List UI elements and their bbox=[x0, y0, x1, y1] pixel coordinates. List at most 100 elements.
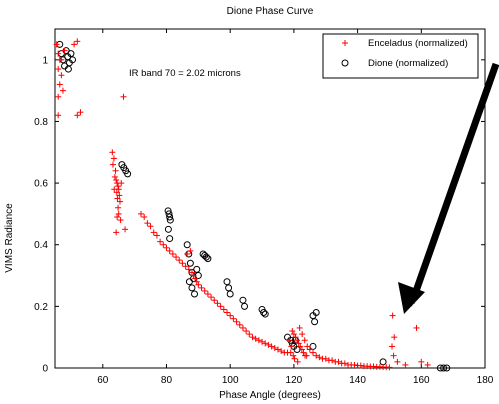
enceladus-point bbox=[294, 337, 301, 344]
arrow-shaft bbox=[411, 62, 499, 296]
enceladus-point bbox=[300, 349, 307, 356]
enceladus-point bbox=[110, 155, 117, 162]
y-tick-label: 1 bbox=[42, 55, 48, 66]
enceladus-point bbox=[195, 281, 202, 288]
enceladus-point bbox=[153, 232, 160, 239]
data-points bbox=[53, 38, 451, 372]
enceladus-point bbox=[310, 349, 316, 356]
enceladus-point bbox=[114, 213, 121, 220]
enceladus-point bbox=[61, 47, 68, 54]
dione-point bbox=[186, 259, 194, 267]
dione-point bbox=[67, 50, 75, 58]
enceladus-point bbox=[298, 346, 305, 353]
enceladus-point bbox=[141, 213, 148, 220]
enceladus-point bbox=[184, 250, 191, 257]
legend-marker-enceladus bbox=[342, 40, 348, 46]
enceladus-point bbox=[204, 291, 211, 298]
enceladus-point bbox=[246, 331, 253, 338]
band-annotation: IR band 70 = 2.02 microns bbox=[129, 68, 241, 79]
enceladus-point bbox=[117, 217, 124, 224]
enceladus-point bbox=[77, 109, 84, 116]
dione-point bbox=[312, 309, 320, 317]
enceladus-point bbox=[390, 352, 397, 359]
enceladus-point bbox=[297, 343, 304, 350]
enceladus-point bbox=[386, 364, 393, 371]
enceladus-point bbox=[262, 340, 269, 347]
dione-point bbox=[185, 278, 193, 286]
y-tick-label: 0.4 bbox=[34, 240, 48, 251]
enceladus-point bbox=[351, 361, 358, 368]
enceladus-point bbox=[53, 41, 60, 48]
enceladus-point bbox=[55, 112, 62, 119]
enceladus-point bbox=[56, 81, 63, 88]
enceladus-point bbox=[166, 247, 173, 254]
enceladus-point bbox=[109, 161, 116, 168]
enceladus-point bbox=[341, 360, 348, 367]
enceladus-point bbox=[179, 260, 186, 267]
dione-point bbox=[311, 318, 319, 326]
dione-point bbox=[204, 255, 212, 263]
enceladus-point bbox=[217, 303, 224, 310]
x-tick-label: 180 bbox=[477, 375, 494, 386]
dione-point bbox=[191, 290, 199, 298]
enceladus-point bbox=[303, 352, 310, 359]
dione-point bbox=[164, 225, 172, 233]
enceladus-point bbox=[113, 189, 120, 196]
enceladus-point bbox=[58, 56, 65, 63]
x-axis-label: Phase Angle (degrees) bbox=[219, 390, 321, 401]
x-tick-label: 100 bbox=[222, 375, 239, 386]
enceladus-point bbox=[289, 328, 296, 335]
enceladus-point bbox=[114, 195, 121, 202]
enceladus-point bbox=[249, 334, 256, 341]
enceladus-point bbox=[193, 278, 200, 285]
enceladus-point bbox=[55, 66, 62, 73]
enceladus-point bbox=[291, 355, 298, 362]
enceladus-point bbox=[316, 354, 323, 361]
enceladus-point bbox=[301, 337, 308, 344]
plot-frame bbox=[54, 28, 486, 369]
enceladus-point bbox=[413, 324, 420, 331]
enceladus-point bbox=[271, 344, 278, 351]
enceladus-point bbox=[188, 269, 195, 276]
enceladus-point bbox=[418, 358, 425, 365]
enceladus-point bbox=[55, 93, 62, 100]
enceladus-point bbox=[111, 186, 118, 193]
enceladus-point bbox=[292, 334, 299, 341]
dione-point bbox=[64, 65, 72, 73]
enceladus-point bbox=[118, 180, 125, 187]
dione-point bbox=[260, 309, 268, 317]
enceladus-point bbox=[313, 352, 320, 359]
enceladus-point bbox=[424, 361, 431, 368]
dione-point bbox=[166, 235, 174, 243]
enceladus-point bbox=[296, 324, 303, 331]
enceladus-point bbox=[290, 352, 297, 359]
y-tick-label: 0.8 bbox=[34, 117, 48, 128]
enceladus-point bbox=[144, 220, 151, 227]
enceladus-point bbox=[389, 312, 396, 319]
enceladus-point bbox=[147, 223, 154, 230]
dione-point bbox=[193, 265, 201, 273]
enceladus-point bbox=[112, 167, 119, 174]
enceladus-point bbox=[115, 183, 122, 190]
enceladus-point bbox=[138, 210, 144, 217]
enceladus-point bbox=[120, 93, 127, 100]
enceladus-point bbox=[115, 204, 122, 211]
enceladus-point bbox=[220, 306, 227, 313]
dione-point bbox=[166, 216, 174, 224]
enceladus-point bbox=[243, 328, 250, 335]
enceladus-point bbox=[190, 272, 197, 279]
enceladus-point bbox=[295, 340, 302, 347]
enceladus-point bbox=[176, 257, 183, 264]
enceladus-point bbox=[265, 341, 272, 348]
enceladus-point bbox=[287, 349, 294, 356]
dione-point bbox=[183, 241, 191, 249]
enceladus-point bbox=[278, 348, 285, 355]
enceladus-point bbox=[274, 346, 281, 353]
enceladus-point bbox=[182, 263, 189, 270]
enceladus-point bbox=[150, 229, 157, 236]
dione-point bbox=[226, 290, 234, 298]
x-tick-label: 140 bbox=[349, 375, 366, 386]
legend: Enceladus (normalized) Dione (normalized) bbox=[322, 33, 479, 79]
enceladus-point bbox=[227, 312, 234, 319]
